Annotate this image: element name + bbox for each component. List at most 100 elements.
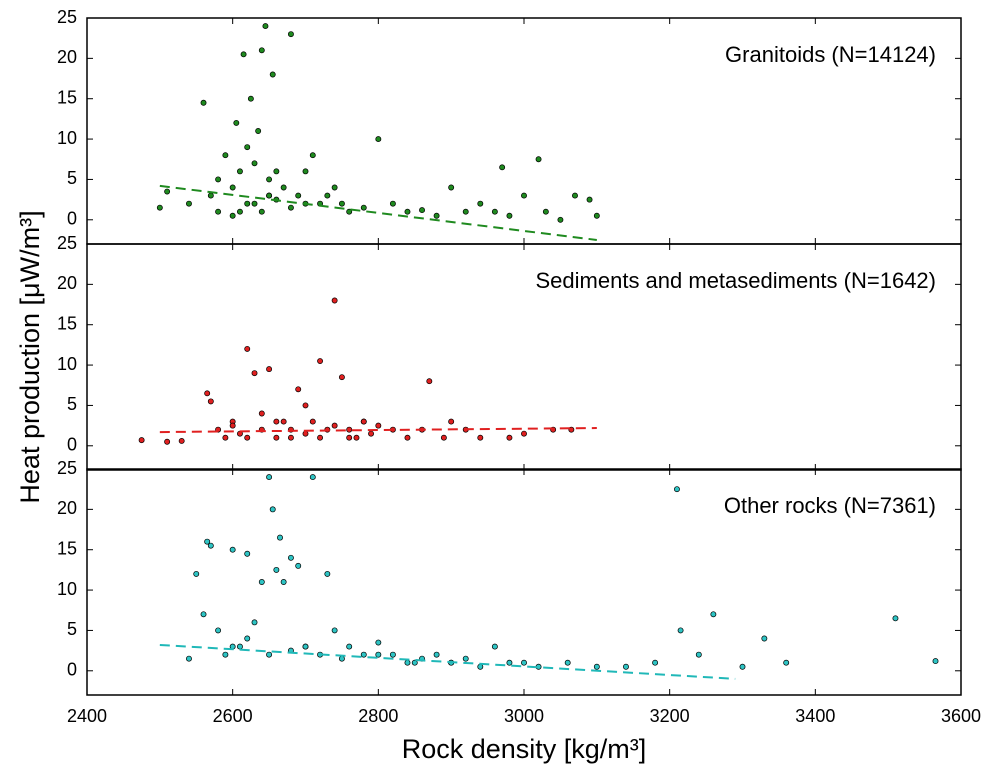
data-point: [491, 208, 498, 215]
data-point: [338, 374, 345, 381]
data-point: [200, 611, 207, 618]
y-tick-label: 15: [57, 313, 77, 333]
data-point: [652, 659, 659, 666]
data-point: [251, 619, 258, 626]
data-point: [568, 426, 575, 433]
data-point: [247, 95, 254, 102]
y-tick-label: 15: [57, 538, 77, 558]
data-point: [215, 176, 222, 183]
data-point: [273, 434, 280, 441]
y-tick-label: 25: [57, 7, 77, 27]
y-tick-label: 25: [57, 458, 77, 478]
data-point: [440, 434, 447, 441]
y-tick-label: 20: [57, 498, 77, 518]
data-point: [229, 184, 236, 191]
data-point: [255, 128, 262, 134]
data-point: [244, 200, 251, 207]
x-tick-label: 3400: [795, 706, 835, 726]
data-point: [309, 152, 316, 159]
data-point: [375, 422, 382, 429]
panel-label: Granitoids (N=14124): [725, 42, 936, 67]
data-point: [309, 474, 316, 481]
data-point: [331, 297, 338, 304]
data-point: [499, 164, 506, 171]
data-point: [360, 651, 367, 658]
data-point: [331, 422, 338, 429]
data-point: [229, 212, 236, 219]
data-point: [506, 434, 513, 441]
y-tick-label: 0: [67, 435, 77, 455]
data-point: [280, 418, 287, 425]
data-point: [266, 651, 273, 658]
data-point: [506, 659, 513, 666]
data-point: [564, 659, 571, 666]
data-point: [164, 188, 171, 195]
data-point: [353, 434, 360, 441]
data-point: [404, 434, 411, 441]
data-point: [266, 192, 273, 199]
y-tick-label: 10: [57, 128, 77, 148]
data-point: [572, 192, 578, 199]
data-point: [229, 422, 236, 429]
data-point: [623, 663, 629, 670]
data-point: [204, 538, 211, 545]
data-point: [309, 418, 316, 425]
data-point: [302, 402, 309, 409]
data-point: [346, 643, 353, 650]
x-tick-label: 3000: [504, 706, 544, 726]
data-point: [269, 506, 276, 513]
data-point: [360, 204, 367, 211]
data-point: [236, 643, 243, 650]
x-tick-label: 3600: [941, 706, 981, 726]
data-point: [739, 663, 746, 670]
data-point: [761, 635, 768, 642]
y-tick-label: 20: [57, 273, 77, 293]
data-point: [477, 200, 484, 207]
data-point: [302, 430, 309, 437]
x-tick-label: 3200: [650, 706, 690, 726]
data-point: [331, 184, 338, 191]
data-point: [280, 184, 287, 191]
data-point: [932, 658, 939, 665]
data-point: [233, 119, 240, 126]
y-tick-label: 0: [67, 660, 77, 680]
data-point: [462, 655, 469, 662]
data-point: [783, 659, 790, 666]
data-point: [273, 418, 280, 425]
data-point: [535, 156, 542, 163]
data-point: [186, 655, 192, 662]
data-point: [593, 212, 600, 219]
data-point: [236, 168, 243, 175]
data-point: [287, 434, 294, 441]
data-point: [411, 659, 418, 666]
trend-line: [159, 184, 597, 241]
x-axis-label: Rock density [kg/m³]: [402, 734, 647, 764]
data-point: [222, 152, 229, 159]
y-axis-label: Heat production [μW/m³]: [15, 210, 45, 503]
y-tick-label: 5: [67, 619, 77, 639]
data-point: [295, 562, 302, 569]
data-point: [207, 542, 214, 549]
y-tick-label: 25: [57, 233, 77, 253]
data-point: [521, 430, 527, 437]
data-point: [204, 390, 211, 397]
data-point: [557, 216, 564, 223]
data-point: [186, 200, 192, 207]
data-point: [302, 643, 309, 650]
data-point: [244, 550, 251, 557]
data-point: [375, 136, 382, 143]
data-point: [404, 208, 411, 215]
data-point: [338, 655, 345, 662]
data-point: [258, 579, 265, 585]
data-point: [375, 639, 382, 646]
y-tick-label: 5: [67, 168, 77, 188]
data-point: [215, 208, 222, 215]
data-point: [338, 200, 345, 207]
panel-label: Sediments and metasediments (N=1642): [536, 268, 937, 293]
data-point: [433, 212, 440, 219]
data-point: [462, 208, 469, 215]
y-tick-label: 5: [67, 394, 77, 414]
data-point: [892, 615, 899, 622]
data-point: [207, 192, 214, 199]
